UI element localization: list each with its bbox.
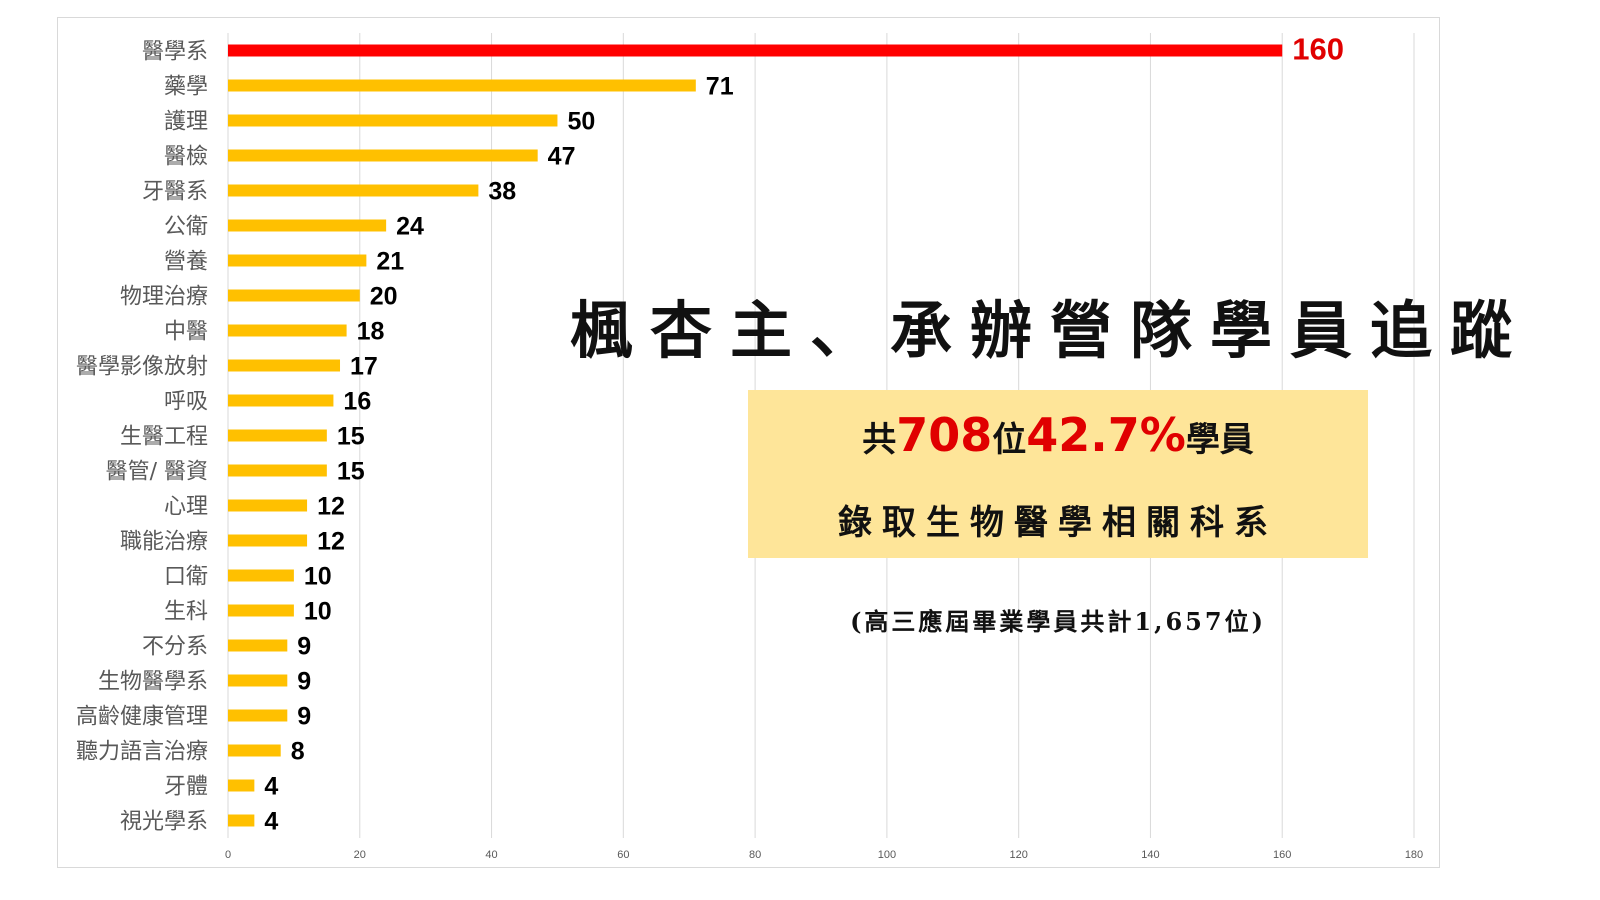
- student-percent: 42.7%: [1026, 408, 1186, 462]
- highlight-box: 共708位42.7%學員 錄取生物醫學相關科系: [748, 390, 1368, 558]
- x-tick-label: 180: [1405, 849, 1423, 861]
- bar: [228, 709, 288, 722]
- data-label: 10: [304, 598, 332, 626]
- bar: [228, 429, 327, 442]
- x-tick-label: 120: [1009, 849, 1027, 861]
- prefix-text: 共: [862, 420, 897, 460]
- data-label: 9: [297, 633, 311, 661]
- bar: [228, 499, 308, 512]
- bar: [228, 779, 255, 792]
- category-label: 口衛: [164, 565, 208, 590]
- category-label: 物理治療: [120, 285, 208, 310]
- bar: [228, 534, 308, 547]
- data-label: 21: [376, 248, 404, 276]
- data-label: 17: [350, 353, 378, 381]
- category-label: 牙體: [164, 775, 208, 800]
- mid-text: 位: [992, 420, 1027, 460]
- data-label: 71: [706, 73, 734, 101]
- student-count: 708: [896, 408, 993, 462]
- x-tick-label: 160: [1273, 849, 1291, 861]
- bar: [228, 324, 347, 337]
- category-label: 視光學系: [120, 810, 208, 835]
- data-label: 38: [488, 178, 516, 206]
- highlight-line-2: 錄取生物醫學相關科系: [838, 503, 1278, 543]
- category-label: 職能治療: [120, 530, 208, 555]
- category-label: 醫檢: [164, 145, 208, 170]
- category-label: 生醫工程: [120, 425, 208, 450]
- bar: [228, 289, 360, 302]
- bar: [228, 604, 294, 617]
- bar: [228, 744, 281, 757]
- x-tick-label: 100: [878, 849, 896, 861]
- bar: [228, 149, 538, 162]
- x-tick-label: 60: [617, 849, 629, 861]
- category-label: 高齡健康管理: [76, 705, 208, 730]
- data-label: 47: [548, 143, 576, 171]
- data-label: 4: [264, 773, 278, 801]
- data-label: 9: [297, 668, 311, 696]
- data-label: 18: [357, 318, 385, 346]
- x-tick-label: 0: [225, 849, 231, 861]
- category-label: 聽力語言治療: [76, 740, 208, 765]
- category-label: 中醫: [164, 320, 208, 345]
- data-label: 20: [370, 283, 398, 311]
- suffix-text: 學員: [1185, 420, 1254, 460]
- data-label: 12: [317, 528, 345, 556]
- category-label: 生科: [164, 600, 208, 625]
- highlight-line-1: 共708位42.7%學員: [748, 408, 1368, 462]
- category-label: 心理: [164, 495, 208, 520]
- data-label: 10: [304, 563, 332, 591]
- data-label: 16: [343, 388, 371, 416]
- category-label: 生物醫學系: [98, 670, 208, 695]
- x-tick-label: 80: [749, 849, 761, 861]
- data-label: 15: [337, 458, 365, 486]
- bar: [228, 184, 479, 197]
- data-label: 8: [291, 738, 305, 766]
- category-label: 藥學: [164, 75, 208, 100]
- bar-chart: 0 20 40 60 80 100 120 140 160 180 醫學系 160 藥學 71 護理 50 醫檢…: [76, 32, 1423, 862]
- data-label: 12: [317, 493, 345, 521]
- bar: [228, 814, 255, 827]
- x-tick-label: 40: [485, 849, 497, 861]
- category-label: 營養: [164, 250, 208, 275]
- bar: [228, 79, 696, 92]
- category-label: 醫學影像放射: [76, 355, 208, 380]
- bar: [228, 254, 367, 267]
- data-label: 50: [567, 108, 595, 136]
- bar: [228, 44, 1283, 57]
- data-label: 160: [1292, 32, 1344, 67]
- category-label: 醫管/ 醫資: [106, 460, 208, 485]
- x-tick-label: 20: [354, 849, 366, 861]
- bar: [228, 359, 341, 372]
- data-label: 24: [396, 213, 424, 241]
- category-label: 公衛: [164, 215, 208, 240]
- chart-frame: 0 20 40 60 80 100 120 140 160 180 醫學系 160 藥學 71 護理 50 醫檢…: [57, 17, 1440, 868]
- bar: [228, 464, 327, 477]
- data-label: 9: [297, 703, 311, 731]
- bar: [228, 114, 558, 127]
- bar: [228, 394, 334, 407]
- bar: [228, 639, 288, 652]
- data-label: 4: [264, 808, 278, 836]
- bar: [228, 569, 294, 582]
- category-label: 護理: [164, 110, 208, 135]
- data-label: 15: [337, 423, 365, 451]
- bar: [228, 674, 288, 687]
- category-label: 醫學系: [142, 40, 208, 65]
- category-label: 呼吸: [164, 390, 208, 415]
- category-label: 牙醫系: [142, 180, 208, 205]
- footnote: (高三應屆畢業學員共計1,657位): [850, 607, 1266, 636]
- overlay-title: 楓杏主、承辦營隊學員追蹤: [570, 294, 1531, 367]
- category-label: 不分系: [142, 635, 208, 660]
- bar: [228, 219, 387, 232]
- x-tick-label: 140: [1141, 849, 1159, 861]
